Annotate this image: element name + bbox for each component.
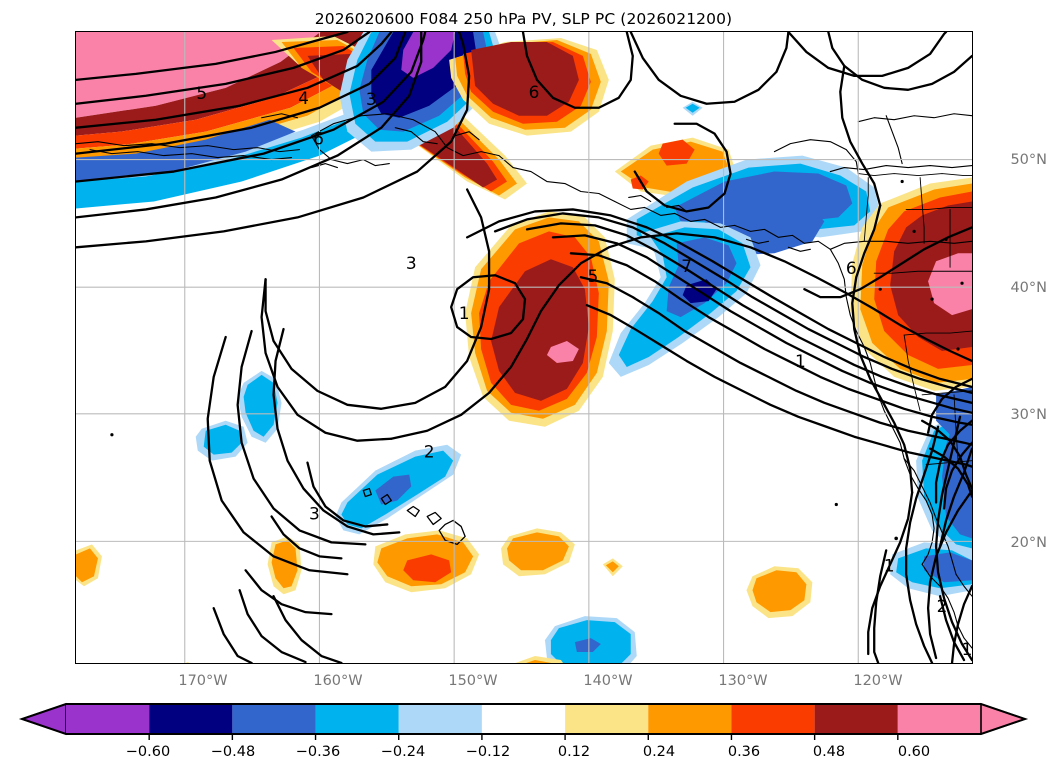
contour-label: 3 <box>309 503 320 523</box>
contour-label: 2 <box>424 442 435 462</box>
contour-label: 1 <box>795 351 806 371</box>
colorbar-tick-9: 0.60 <box>897 744 931 760</box>
colorbar-tick-1: −0.48 <box>210 744 256 760</box>
map-svg: 54366315761423121342 <box>76 32 972 663</box>
xtick-label-140w: 140°W <box>583 673 633 689</box>
colorbar[interactable]: −0.60 −0.48 −0.36 −0.24 −0.12 0.12 0.24 … <box>0 700 1047 765</box>
ytick-label-50n: 50°N <box>1010 152 1047 168</box>
colorbar-segment <box>814 704 898 734</box>
ytick-label-40n: 40°N <box>1010 280 1047 296</box>
colorbar-under-arrow <box>19 702 67 736</box>
contour-label: 1 <box>962 639 972 659</box>
xtick-label-150w: 150°W <box>448 673 498 689</box>
contour-label: 6 <box>529 82 540 102</box>
colorbar-segment <box>731 704 815 734</box>
colorbar-tick-3: −0.24 <box>380 744 426 760</box>
contour-label: 3 <box>406 253 417 273</box>
colorbar-tick-2: −0.36 <box>295 744 341 760</box>
contour-label: 5 <box>196 83 207 103</box>
colorbar-swatches <box>18 702 1029 740</box>
xtick-label-120w: 120°W <box>853 673 903 689</box>
xtick-label-170w: 170°W <box>178 673 228 689</box>
colorbar-segment <box>481 704 566 734</box>
colorbar-tick-5: 0.12 <box>557 744 591 760</box>
xtick-label-160w: 160°W <box>313 673 363 689</box>
colorbar-segment <box>565 704 649 734</box>
colorbar-outline <box>18 703 1029 735</box>
contour-label: 6 <box>313 129 324 149</box>
colorbar-segment <box>232 704 316 734</box>
contour-label: 1 <box>884 555 895 575</box>
contour-label: 3 <box>366 89 377 109</box>
colorbar-segment <box>66 704 150 734</box>
colorbar-over-arrow <box>980 702 1028 736</box>
colorbar-tick-0: −0.60 <box>125 744 171 760</box>
colorbar-segment <box>897 704 981 734</box>
contour-label: 7 <box>681 256 692 276</box>
contour-labels: 54366315761423121342 <box>196 82 972 659</box>
colorbar-segment <box>315 704 399 734</box>
contour-label: 2 <box>937 596 948 616</box>
chart-title: 2026020600 F084 250 hPa PV, SLP PC (2026… <box>314 10 733 28</box>
contour-label: 5 <box>587 266 598 286</box>
colorbar-segment <box>149 704 233 734</box>
contour-label: 6 <box>846 258 857 278</box>
colorbar-tick-7: 0.36 <box>727 744 761 760</box>
colorbar-segment <box>398 704 482 734</box>
colorbar-tick-8: 0.48 <box>812 744 846 760</box>
colorbar-tick-4: −0.12 <box>465 744 511 760</box>
pv-anomaly-shading <box>76 32 972 663</box>
colorbar-tick-6: 0.24 <box>642 744 676 760</box>
contour-label: 1 <box>459 303 470 323</box>
ytick-label-20n: 20°N <box>1010 535 1047 551</box>
map-plot-area[interactable]: 54366315761423121342 <box>75 31 973 664</box>
ytick-label-30n: 30°N <box>1010 407 1047 423</box>
colorbar-segment <box>648 704 732 734</box>
slp-contours <box>76 32 972 663</box>
xtick-label-130w: 130°W <box>718 673 768 689</box>
contour-label: 4 <box>298 88 309 108</box>
